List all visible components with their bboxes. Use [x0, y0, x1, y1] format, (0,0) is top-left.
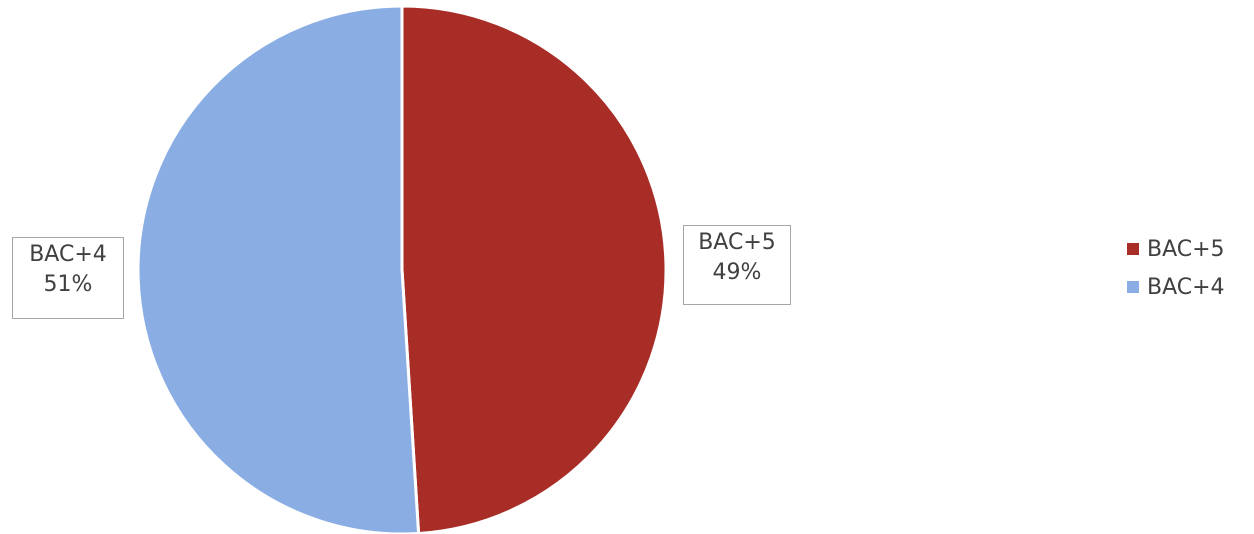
data-label-bac4-category: BAC+4 [29, 242, 107, 267]
data-label-bac5-category: BAC+5 [698, 230, 776, 255]
legend-swatch-bac4 [1127, 281, 1139, 293]
data-label-bac4: BAC+4 51% [12, 237, 124, 319]
legend-label-bac5: BAC+5 [1147, 236, 1225, 262]
data-label-bac5-percent: 49% [712, 260, 762, 285]
legend: BAC+5 BAC+4 [1127, 230, 1251, 306]
legend-label-bac4: BAC+4 [1147, 274, 1225, 300]
data-label-bac5: BAC+5 49% [683, 225, 791, 305]
legend-item-bac5: BAC+5 [1127, 230, 1251, 268]
legend-swatch-bac5 [1127, 243, 1139, 255]
pie-slice-bac-4 [136, 4, 421, 534]
legend-item-bac4: BAC+4 [1127, 268, 1251, 306]
pie-slice-bac-5 [400, 4, 668, 534]
data-label-bac4-percent: 51% [43, 272, 93, 297]
